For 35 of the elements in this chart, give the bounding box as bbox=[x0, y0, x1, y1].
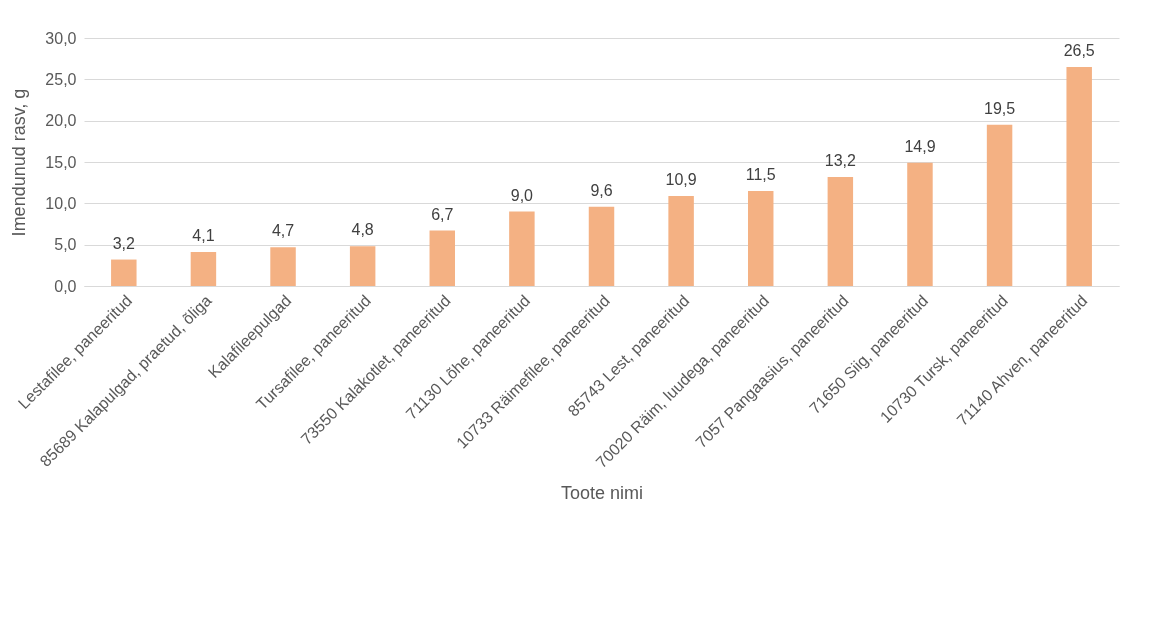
y-tick-label: 10,0 bbox=[45, 194, 77, 212]
data-label: 4,7 bbox=[271, 222, 295, 240]
bar bbox=[668, 195, 694, 286]
bar bbox=[986, 124, 1013, 286]
bar bbox=[907, 162, 933, 286]
x-axis-title: Toote nimi bbox=[560, 483, 644, 504]
data-label: 10,9 bbox=[665, 170, 697, 188]
y-tick-label: 5,0 bbox=[54, 236, 77, 254]
data-label: 14,9 bbox=[904, 137, 936, 155]
y-tick-label: 0,0 bbox=[54, 277, 77, 295]
data-label: 19,5 bbox=[984, 99, 1016, 117]
data-label: 13,2 bbox=[824, 151, 857, 169]
bar bbox=[190, 252, 217, 286]
bar bbox=[747, 190, 774, 286]
bar bbox=[429, 230, 456, 286]
bar bbox=[1066, 66, 1092, 286]
y-tick-label: 30,0 bbox=[45, 29, 77, 47]
data-label: 9,6 bbox=[590, 181, 613, 199]
bar bbox=[827, 176, 854, 286]
bar bbox=[349, 246, 376, 286]
data-label: 9,0 bbox=[510, 186, 534, 204]
data-label: 4,8 bbox=[351, 221, 374, 239]
data-label: 4,1 bbox=[192, 227, 215, 245]
y-tick-label: 20,0 bbox=[45, 112, 77, 130]
bar bbox=[588, 206, 615, 286]
data-label: 11,5 bbox=[745, 165, 776, 183]
bar bbox=[509, 211, 535, 286]
y-tick-label: 15,0 bbox=[45, 153, 77, 171]
data-label: 26,5 bbox=[1063, 41, 1095, 59]
y-tick-label: 25,0 bbox=[45, 70, 77, 88]
data-label: 3,2 bbox=[112, 234, 136, 252]
bar bbox=[111, 259, 137, 286]
bar bbox=[270, 247, 296, 286]
data-label: 6,7 bbox=[431, 205, 454, 223]
y-axis-title: Imendunud rasv, g bbox=[9, 88, 30, 237]
